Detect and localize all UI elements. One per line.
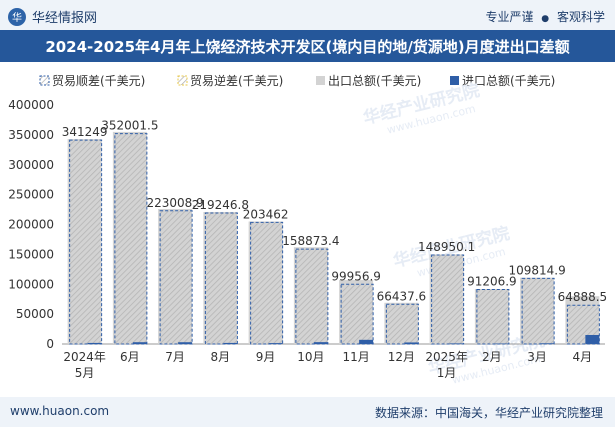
y-tick-label: 50000 — [16, 307, 54, 321]
data-label: 91206.9 — [467, 275, 517, 289]
data-label: 99956.9 — [331, 269, 381, 283]
data-label: 219246.8 — [192, 198, 249, 212]
data-label: 148950.1 — [418, 240, 475, 254]
data-label: 109814.9 — [508, 263, 565, 277]
x-tick-label: 12月 — [388, 350, 415, 364]
bars — [67, 131, 600, 345]
x-tick-label: 7月 — [165, 350, 185, 364]
data-label: 352001.5 — [101, 119, 158, 133]
top-banner: 华 华经情报网 专业严谨 ● 客观科学 — [0, 0, 615, 30]
bar-import — [178, 342, 193, 344]
x-axis: 2024年 5月 6月 7月 8月 9月 10月 11月 12月 2025年 1月 2月 3月 4月 — [63, 350, 592, 380]
y-tick-label: 400000 — [8, 98, 54, 112]
x-tick-label: 2024年 — [63, 350, 106, 364]
x-tick-label: 2月 — [482, 350, 502, 364]
bar-surplus — [204, 212, 238, 345]
chart-title: 2024-2025年4月年上饶经济技术开发区(境内目的地/货源地)月度进出口差额 — [45, 37, 570, 56]
bar-surplus — [114, 133, 148, 345]
bar-surplus — [250, 221, 284, 345]
bar-surplus — [340, 283, 374, 345]
y-tick-label: 300000 — [8, 158, 54, 172]
bar-surplus — [431, 254, 465, 345]
x-tick-label: 11月 — [342, 350, 369, 364]
y-tick-label: 100000 — [8, 277, 54, 291]
y-tick-label: 250000 — [8, 188, 54, 202]
brand: 华 华经情报网 — [8, 7, 97, 26]
bar-import — [404, 342, 419, 344]
slogan-tag-2: 客观科学 — [556, 10, 605, 24]
bar-surplus — [385, 303, 419, 345]
legend-swatch-surplus — [39, 75, 50, 86]
bar-import — [540, 343, 555, 344]
x-tick-label: 9月 — [256, 350, 276, 364]
x-tick-label: 2025年 — [425, 350, 468, 364]
legend-label: 进口总额(千美元) — [462, 74, 555, 88]
bar-import — [223, 342, 238, 344]
legend-swatch-import — [450, 76, 459, 85]
data-label: 341249 — [62, 125, 108, 139]
x-tick-label: 8月 — [211, 350, 231, 364]
bar-surplus — [476, 289, 510, 345]
data-label: 66437.6 — [377, 289, 427, 303]
x-tick-label: 4月 — [573, 350, 593, 364]
huajing-logo-icon: 华 — [8, 7, 26, 26]
bar-surplus — [295, 248, 329, 345]
bar-surplus — [159, 210, 193, 345]
legend-label: 贸易顺差(千美元) — [52, 74, 145, 88]
slogan: 专业严谨 ● 客观科学 — [485, 8, 605, 25]
footer: www.huaon.com 数据来源：中国海关，华经产业研究院整理 — [0, 397, 615, 427]
slogan-separator: ● — [541, 14, 550, 24]
x-tick-label: 3月 — [527, 350, 547, 364]
footer-source: 数据来源：中国海关，华经产业研究院整理 — [374, 406, 603, 420]
legend-swatch-export — [316, 76, 325, 85]
legend-swatch-deficit — [177, 75, 188, 86]
data-label: 203462 — [243, 207, 289, 221]
bar-import — [268, 343, 283, 344]
data-label: 64888.5 — [558, 290, 608, 304]
bar-surplus — [69, 139, 103, 345]
bar-surplus — [521, 277, 555, 345]
x-tick-label: 6月 — [120, 350, 140, 364]
legend-label: 出口总额(千美元) — [328, 74, 421, 88]
y-tick-label: 150000 — [8, 247, 54, 261]
legend: 贸易顺差(千美元) 贸易逆差(千美元) 出口总额(千美元) 进口总额(千美元) — [39, 73, 555, 88]
chart-title-bar: 2024-2025年4月年上饶经济技术开发区(境内目的地/货源地)月度进出口差额 — [0, 30, 615, 62]
bar-import — [359, 339, 374, 344]
chart: 贸易顺差(千美元) 贸易逆差(千美元) 出口总额(千美元) 进口总额(千美元) 华经产… — [8, 73, 607, 387]
x-tick-label: 10月 — [297, 350, 324, 364]
y-tick-label: 0 — [46, 337, 54, 351]
bar-import — [313, 342, 328, 344]
footer-website: www.huaon.com — [10, 404, 110, 418]
bar-import — [87, 342, 102, 344]
data-label: 158873.4 — [282, 234, 339, 248]
y-axis: 0 50000 100000 150000 200000 250000 300000 3500… — [8, 98, 605, 351]
data-label: 223008.9 — [146, 196, 203, 210]
y-tick-label: 350000 — [8, 128, 54, 142]
bar-import — [449, 343, 464, 344]
brand-name: 华经情报网 — [32, 11, 98, 26]
slogan-tag-1: 专业严谨 — [485, 10, 534, 24]
x-tick-label: 5月 — [75, 366, 95, 380]
x-tick-label: 1月 — [437, 366, 457, 380]
bar-import — [585, 334, 600, 344]
y-tick-label: 200000 — [8, 218, 54, 232]
legend-label: 贸易逆差(千美元) — [190, 73, 283, 88]
bar-import — [132, 342, 147, 344]
